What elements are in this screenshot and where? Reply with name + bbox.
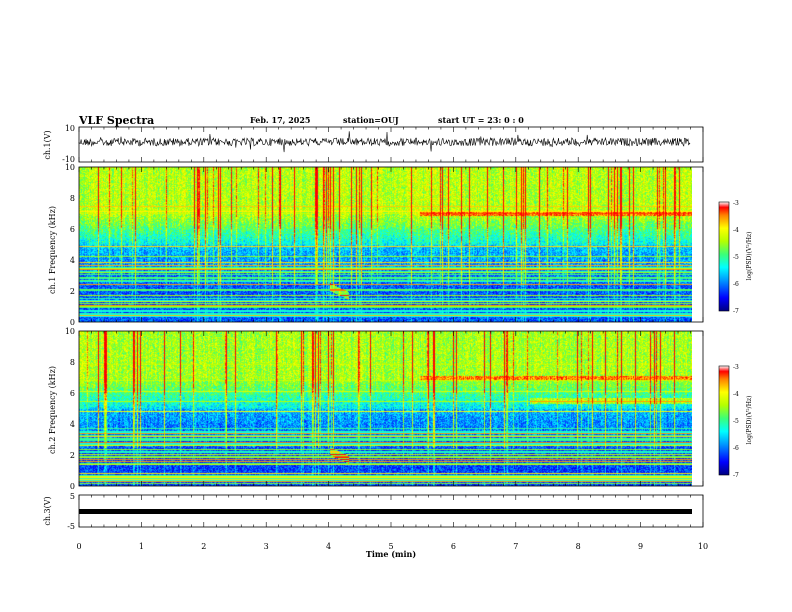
x-axis-label: Time (min) [366,549,416,559]
ch2-cbar-tick-7: -7 [733,472,739,479]
x-tick-label: 2 [201,542,206,551]
x-tick-label: 6 [451,542,456,551]
ch3-waveform-trace [79,509,692,514]
ch1-cbar-label: log(PSD)(V²/Hz) [746,232,753,281]
ch2-ytick-4: 4 [70,420,75,429]
ch3-ytick-top: 5 [70,492,75,501]
ch2-spec-ylabel: ch.2 Frequency (kHz) [48,366,57,454]
ch2-spectrogram-image [79,331,692,486]
ch1-ylabel: ch.1(V) [43,130,52,159]
x-tick-labels: 0 1 2 3 4 5 6 7 8 9 10 [76,542,708,551]
ch1-ytick-2: 2 [70,287,75,296]
ch1-colorbar [718,201,730,312]
ch1-waveform-panel: 10 -10 ch.1(V) [43,124,704,164]
axis-ticks [78,127,704,527]
ch1-ytick-10: 10 [65,163,75,172]
ch1-cbar-tick-5: -5 [733,254,739,261]
x-tick-label: 7 [513,542,518,551]
ch1-spectrogram-panel: 0 2 4 6 8 10 ch.1 Frequency (kHz) -3 -4 … [48,163,753,327]
x-tick-label: 8 [576,542,581,551]
x-tick-label: 0 [76,542,81,551]
ch3-ylabel: ch.3(V) [43,496,52,525]
start-time-label: start UT = 23: 0 : 0 [438,115,524,125]
ch1-cbar-tick-6: -6 [733,281,739,288]
ch2-colorbar [718,365,730,476]
ch3-ytick-bottom: -5 [67,522,75,531]
ch2-ytick-6: 6 [70,389,75,398]
ch1-ytick-top: 10 [65,124,75,133]
ch2-cbar-tick-5: -5 [733,418,739,425]
ch1-spec-ylabel: ch.1 Frequency (kHz) [48,206,57,294]
figure-title: VLF Spectra [78,114,154,127]
x-tick-label: 4 [326,542,331,551]
ch2-ytick-2: 2 [70,451,75,460]
station-label: station=OUJ [343,115,399,125]
ch2-ytick-8: 8 [70,358,75,367]
ch2-ytick-10: 10 [65,327,75,336]
date-label: Feb. 17, 2025 [250,115,310,125]
ch2-cbar-tick-6: -6 [733,445,739,452]
ch1-ytick-8: 8 [70,194,75,203]
ch3-waveform-panel: 5 -5 ch.3(V) [43,492,704,531]
ch1-spectrogram-image [79,167,692,322]
ch2-cbar-label: log(PSD)(V²/Hz) [746,396,753,445]
ch1-cbar-tick-4: -4 [733,227,739,234]
ch1-cbar-tick-3: -3 [733,200,739,207]
ch1-cbar-tick-7: -7 [733,308,739,315]
ch2-cbar-tick-4: -4 [733,391,739,398]
ch1-ytick-4: 4 [70,256,75,265]
ch2-cbar-tick-3: -3 [733,364,739,371]
x-tick-label: 9 [638,542,643,551]
x-tick-label: 1 [139,542,144,551]
ch1-ytick-bottom: -10 [62,155,75,164]
x-tick-label: 3 [264,542,269,551]
ch1-waveform-frame [78,126,704,163]
ch2-spectrogram-panel: 0 2 4 6 8 10 ch.2 Frequency (kHz) -3 -4 … [48,327,753,491]
x-tick-label: 10 [698,542,708,551]
ch1-ytick-6: 6 [70,225,75,234]
x-tick-label: 5 [388,542,393,551]
ch2-ytick-0: 0 [70,482,75,491]
ch1-waveform-trace [78,131,691,153]
ch1-ytick-0: 0 [70,318,75,327]
